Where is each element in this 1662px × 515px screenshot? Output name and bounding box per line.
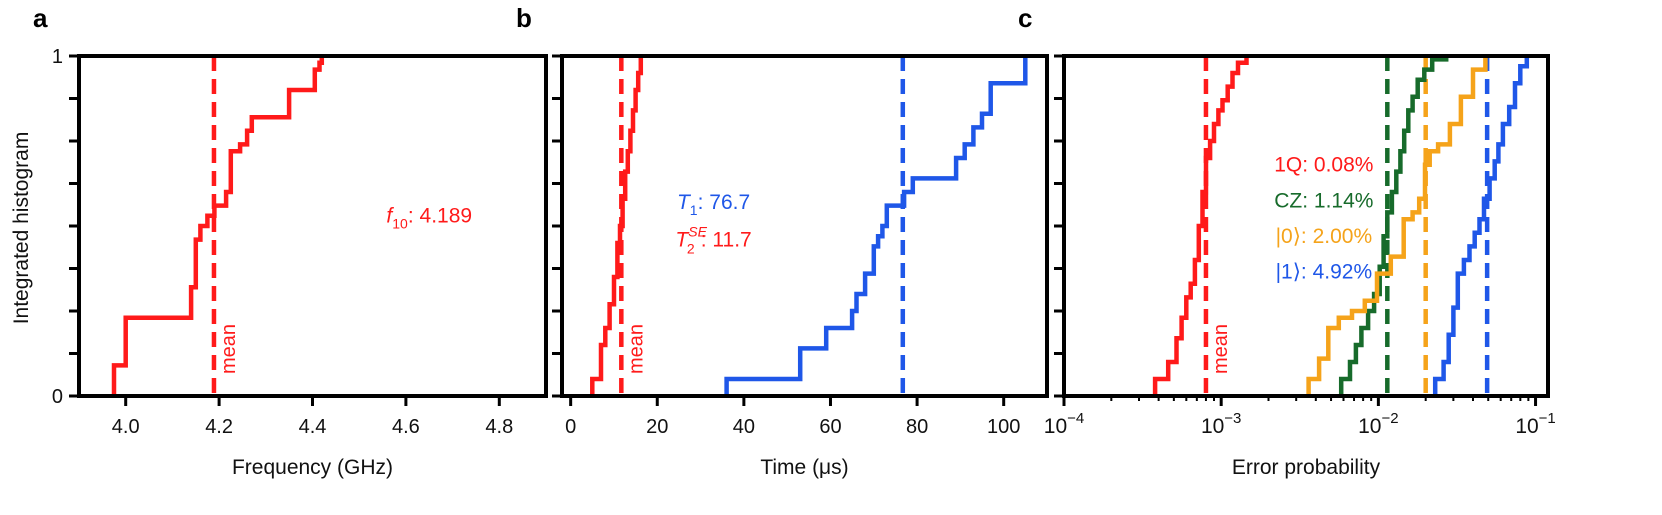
panel-a: a mean f10: 4.189 0 1 4.0 4.2 4.4 4.6 4.8 Frequenc…: [33, 3, 548, 479]
y-tick-label: 0: [52, 386, 63, 408]
series-line-1: [1338, 56, 1449, 396]
panel-label-a: a: [33, 3, 48, 33]
x-tick-label: 4.0: [112, 416, 140, 438]
plot-frame: [77, 54, 548, 398]
x-tick-label: 10−2: [1358, 410, 1398, 438]
series-line-0: [1152, 56, 1249, 396]
x-tick-label: 60: [819, 416, 841, 438]
x-tick-label: 100: [987, 416, 1020, 438]
annotation-2: |0⟩: 2.00%: [1276, 225, 1373, 248]
annotation-3: |1⟩: 4.92%: [1276, 261, 1373, 284]
mean-label: mean: [1210, 324, 1232, 374]
series-line-2: [1306, 56, 1488, 396]
x-tick-label: 10−4: [1044, 410, 1084, 438]
x-tick-label: 20: [646, 416, 668, 438]
series-line-0: [111, 56, 325, 396]
panel-label-c: c: [1018, 3, 1032, 33]
annotation-0: T1: 76.7: [677, 191, 750, 218]
mean-label: mean: [625, 324, 647, 374]
y-tick-label: 1: [52, 46, 63, 68]
annotation-0: 1Q: 0.08%: [1274, 154, 1373, 177]
x-axis-label: Error probability: [1232, 456, 1381, 479]
x-tick-label: 0: [565, 416, 576, 438]
x-tick-label: 10−1: [1515, 410, 1555, 438]
x-tick-label: 4.4: [299, 416, 327, 438]
panel-c: c mean 1Q: 0.08% CZ: 1.14% |0⟩: 2.00% |1⟩: 4.…: [1018, 3, 1556, 479]
x-axis-label: Frequency (GHz): [232, 456, 393, 479]
annotation-1: TSE 2: 11.7: [675, 223, 751, 256]
x-tick-label: 4.6: [392, 416, 420, 438]
x-tick-label: 4.2: [205, 416, 233, 438]
series-line-0: [590, 56, 644, 396]
annotation-1: CZ: 1.14%: [1274, 189, 1373, 212]
y-axis-label: Integrated histogram: [10, 132, 33, 325]
x-tick-label: 10−3: [1201, 410, 1241, 438]
annotation-0: f10: 4.189: [386, 205, 472, 232]
x-tick-label: 80: [906, 416, 928, 438]
panel-b: b mean T1: 76.7 TSE 2: 11.7 0 20 40 60 80 100 Time …: [516, 3, 1049, 479]
x-axis-label: Time (μs): [760, 456, 848, 479]
x-tick-label: 4.8: [485, 416, 513, 438]
panel-label-b: b: [516, 3, 532, 33]
series-line-1: [724, 56, 1028, 396]
x-tick-label: 40: [733, 416, 755, 438]
series-line-3: [1432, 56, 1530, 396]
mean-label: mean: [218, 324, 240, 374]
